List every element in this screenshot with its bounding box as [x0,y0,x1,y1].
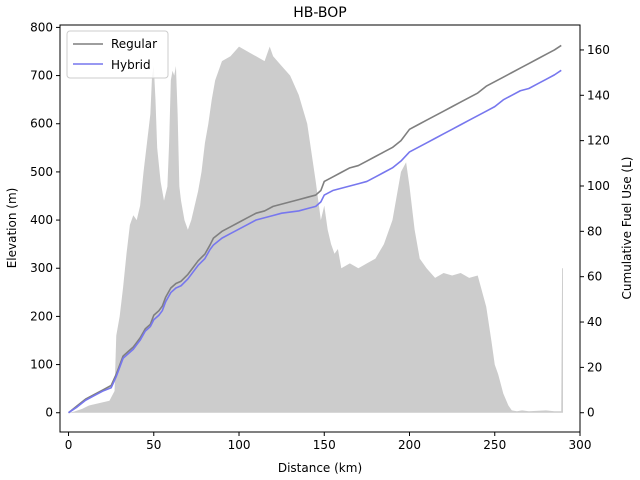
series-line-regular [68,44,562,414]
plot-frame [59,24,581,433]
y2-tick-label: 20 [587,360,602,374]
legend-label-hybrid: Hybrid [111,58,151,72]
x-tick-label: 0 [65,438,73,452]
y-tick-label: 100 [30,358,53,372]
legend: Regular Hybrid [66,30,169,79]
elevation-area-layer [68,46,563,413]
y2-tick-label: 0 [587,406,595,420]
y-tick-label: 400 [30,213,53,227]
y-tick-label: 500 [30,165,53,179]
x-tick-label: 100 [228,438,251,452]
y2-tick-label: 60 [587,270,602,284]
y-axis-label: Elevation (m) [5,188,19,269]
y2-tick-label: 160 [587,43,610,57]
y2-tick-label: 40 [587,315,602,329]
series-layer [68,44,562,414]
y-axis-elevation: 0 100 200 300 400 500 600 700 800 [30,20,60,420]
legend-box [66,30,169,79]
y2-tick-label: 100 [587,179,610,193]
y-tick-label: 600 [30,117,53,131]
y2-tick-label: 120 [587,134,610,148]
x-tick-label: 150 [313,438,336,452]
y2-axis-label: Cumulative Fuel Use (L) [620,157,634,300]
x-tick-label: 50 [146,438,161,452]
x-tick-label: 300 [569,438,592,452]
y-tick-label: 200 [30,309,53,323]
y-tick-label: 700 [30,69,53,83]
x-tick-label: 200 [398,438,421,452]
y-tick-label: 0 [45,406,53,420]
y2-tick-label: 80 [587,224,602,238]
legend-label-regular: Regular [111,37,157,51]
y2-tick-label: 140 [587,88,610,102]
x-axis-label: Distance (km) [278,461,362,475]
x-axis: 0 50 100 150 200 250 300 [65,432,592,452]
series-line-hybrid [68,69,562,414]
chart-title: HB-BOP [293,5,347,21]
y-axis-fuel: 0 20 40 60 80 100 120 140 160 [580,43,610,420]
y-tick-label: 300 [30,261,53,275]
y-tick-label: 800 [30,20,53,34]
x-tick-label: 250 [483,438,506,452]
elevation-area [68,46,563,413]
